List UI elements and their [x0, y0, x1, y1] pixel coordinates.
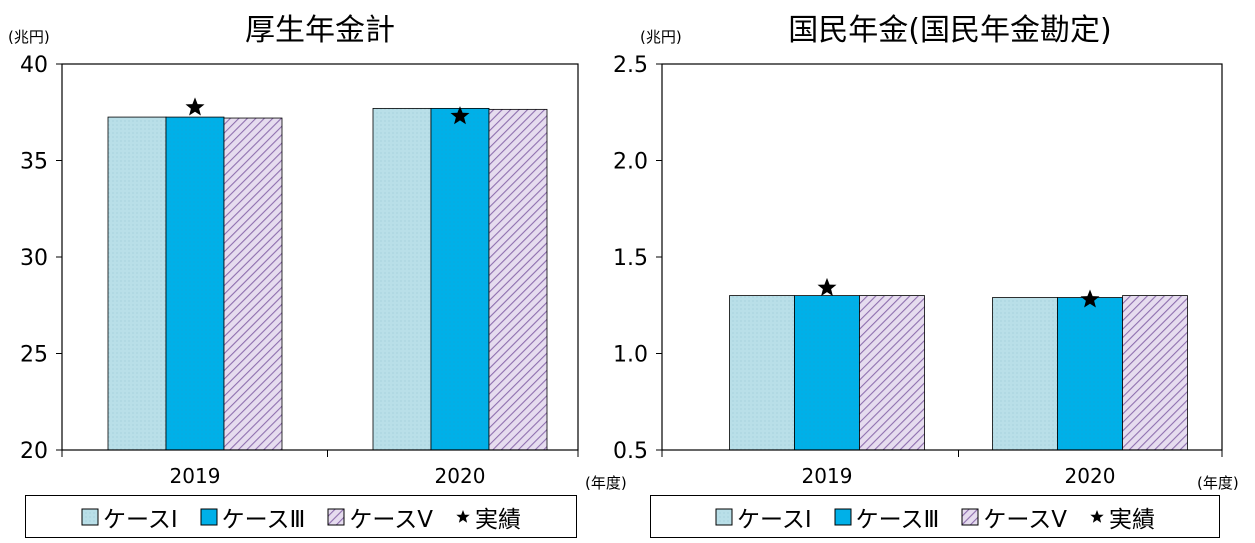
y-tick-label: 0.5 [613, 439, 648, 464]
x-tick-label: 2019 [802, 464, 853, 488]
x-axis-unit-label: (年度) [1197, 474, 1239, 492]
y-tick-label: 1.5 [613, 246, 648, 271]
y-axis-unit-label: (兆円) [640, 28, 682, 46]
y-tick-label: 2.0 [613, 150, 648, 175]
legend-item-case3: ケースⅢ [200, 500, 306, 534]
bar-ケースⅠ-2019 [729, 295, 795, 451]
bar-ケースⅤ-2020 [488, 108, 548, 451]
case-3-swatch-icon [834, 508, 852, 525]
star-icon [456, 509, 470, 523]
legend-label-actual: 実績 [474, 506, 521, 533]
legend-item-actual: 実績 [455, 500, 521, 534]
legend-label-case3: ケースⅢ [221, 506, 306, 533]
chart-title: 国民年金(国民年金勘定) [788, 13, 1111, 48]
legend-item-case5: ケースⅤ [327, 500, 433, 534]
bar-ケースⅢ-2019 [165, 116, 225, 451]
chart-panel-national: 国民年金(国民年金勘定) (兆円) (年度) 0.5 1.0 1.5 2.0 2.5 2019 2… [613, 13, 1239, 492]
chart-panel-total: 厚生年金計 (兆円) (年度) 20 25 30 35 40 2019 2020 [8, 13, 627, 492]
legend-left: ケースⅠ ケースⅢ ケースⅤ 実績 [25, 495, 577, 538]
legend-item-case3: ケースⅢ [834, 500, 940, 534]
y-tick-label: 35 [20, 150, 48, 175]
y-tick-label: 40 [20, 53, 48, 78]
y-tick-label: 1.0 [613, 343, 648, 368]
actual-star-marker-2020 [1080, 289, 1100, 308]
legend-item-case1: ケースⅠ [715, 500, 812, 534]
bar-ケースⅢ-2019 [794, 295, 860, 451]
case-1-swatch-icon [81, 508, 99, 525]
bar-ケースⅢ-2020 [430, 107, 490, 451]
x-tick-label: 2019 [170, 464, 221, 488]
legend-label-actual: 実績 [1108, 506, 1155, 533]
bar-ケースⅠ-2019 [107, 116, 167, 451]
actual-star-marker-2019 [185, 97, 205, 116]
actual-star-marker-2019 [817, 277, 837, 296]
legend-item-case1: ケースⅠ [81, 500, 178, 534]
bar-ケースⅤ-2020 [1122, 295, 1188, 451]
legend-label-case5: ケースⅤ [983, 506, 1067, 533]
case-3-swatch-icon [200, 508, 218, 525]
x-axis-unit-label: (年度) [585, 474, 627, 492]
x-tick-label: 2020 [1065, 464, 1116, 488]
bar-ケースⅠ-2020 [372, 107, 432, 451]
bar-ケースⅢ-2020 [1057, 297, 1123, 451]
y-tick-label: 2.5 [613, 53, 648, 78]
legend-label-case1: ケースⅠ [103, 506, 178, 533]
chart-title: 厚生年金計 [245, 13, 395, 48]
case-5-swatch-icon [961, 508, 979, 525]
y-axis-unit-label: (兆円) [8, 28, 50, 46]
legend-item-actual: 実績 [1089, 500, 1155, 534]
y-tick-label: 30 [20, 246, 48, 271]
bar-ケースⅤ-2019 [223, 117, 283, 451]
bar-ケースⅤ-2019 [859, 295, 925, 451]
legend-label-case1: ケースⅠ [737, 506, 812, 533]
legend-label-case5: ケースⅤ [349, 506, 433, 533]
y-tick-label: 20 [20, 439, 48, 464]
actual-star-marker-2020 [450, 106, 470, 125]
case-1-swatch-icon [715, 508, 733, 525]
legend-item-case5: ケースⅤ [961, 500, 1067, 534]
legend-label-case3: ケースⅢ [855, 506, 940, 533]
bar-ケースⅠ-2020 [992, 297, 1058, 451]
legend-right: ケースⅠ ケースⅢ ケースⅤ 実績 [650, 495, 1220, 538]
star-icon [1090, 509, 1104, 523]
y-tick-label: 25 [20, 343, 48, 368]
x-tick-label: 2020 [435, 464, 486, 488]
case-5-swatch-icon [327, 508, 345, 525]
